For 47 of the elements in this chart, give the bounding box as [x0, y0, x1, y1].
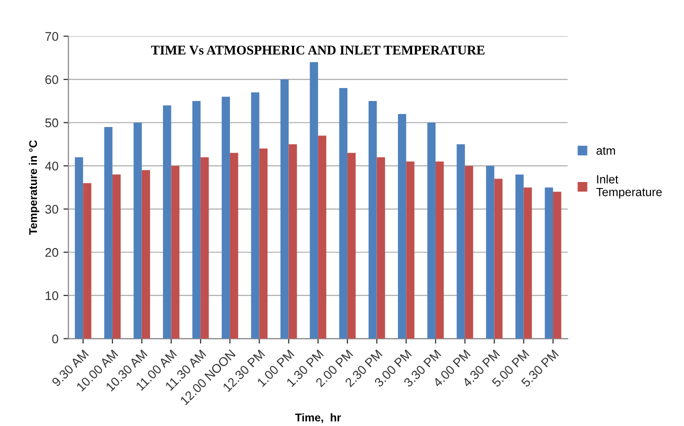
- bar: [376, 157, 386, 339]
- y-tick-label: 20: [45, 248, 58, 257]
- bar: [310, 62, 318, 339]
- y-tick-label: 10: [46, 291, 58, 300]
- bar: [553, 192, 562, 339]
- bar: [339, 88, 348, 339]
- y-tick-label: 50: [45, 118, 58, 128]
- bar: [162, 105, 172, 339]
- bar: [427, 122, 436, 339]
- bar: [406, 162, 414, 339]
- bar: [456, 144, 465, 339]
- bar: [74, 157, 84, 339]
- y-tick-label: 0: [52, 334, 58, 344]
- bar: [398, 114, 406, 339]
- bar: [200, 157, 209, 339]
- bar: [259, 148, 268, 339]
- bar: [524, 187, 532, 339]
- bar: [486, 166, 494, 339]
- bar: [142, 170, 150, 339]
- y-tick-label: 30: [45, 204, 58, 214]
- text: TIME Vs ATMOSPHERIC AND INLET TEMPERATURE: [151, 46, 484, 55]
- bar: [83, 183, 92, 339]
- y-axis-title: Temperature in °C: [28, 140, 40, 235]
- bar: [222, 96, 230, 339]
- bar: [368, 101, 377, 339]
- bar: [112, 174, 121, 339]
- y-tick-label: 70: [45, 32, 58, 41]
- bar: [464, 166, 474, 339]
- y-tick-label: 60: [45, 75, 58, 84]
- bar: [436, 162, 444, 339]
- bar: [318, 136, 326, 339]
- bar: [104, 126, 112, 339]
- legend-label: atm: [596, 147, 615, 155]
- x-axis-title: Time, hr: [295, 413, 341, 424]
- bar: [251, 92, 260, 339]
- bar: [544, 187, 554, 339]
- bar: [347, 152, 356, 339]
- y-tick-label: 40: [45, 162, 58, 170]
- bar: [288, 144, 297, 339]
- bar: [192, 101, 201, 339]
- legend-label: Inlet Temperature: [596, 174, 662, 199]
- bar: [280, 79, 289, 339]
- bar: [494, 178, 503, 339]
- bar: [230, 152, 238, 339]
- bar: [134, 122, 142, 339]
- bar: [171, 166, 180, 339]
- bar: [515, 174, 524, 339]
